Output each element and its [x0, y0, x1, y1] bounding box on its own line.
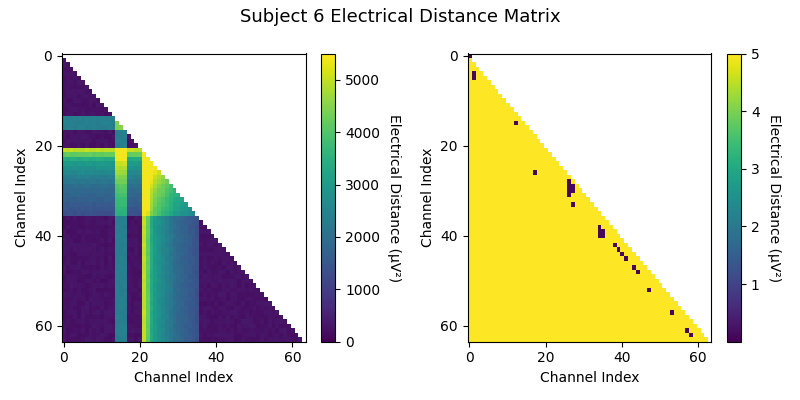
Y-axis label: Channel Index: Channel Index	[421, 148, 434, 247]
X-axis label: Channel Index: Channel Index	[134, 371, 234, 385]
Y-axis label: Electrical Distance (μV²): Electrical Distance (μV²)	[766, 114, 781, 282]
Y-axis label: Channel Index: Channel Index	[15, 148, 29, 247]
X-axis label: Channel Index: Channel Index	[540, 371, 639, 385]
Text: Subject 6 Electrical Distance Matrix: Subject 6 Electrical Distance Matrix	[240, 8, 560, 26]
Y-axis label: Electrical Distance (μV²): Electrical Distance (μV²)	[387, 114, 401, 282]
